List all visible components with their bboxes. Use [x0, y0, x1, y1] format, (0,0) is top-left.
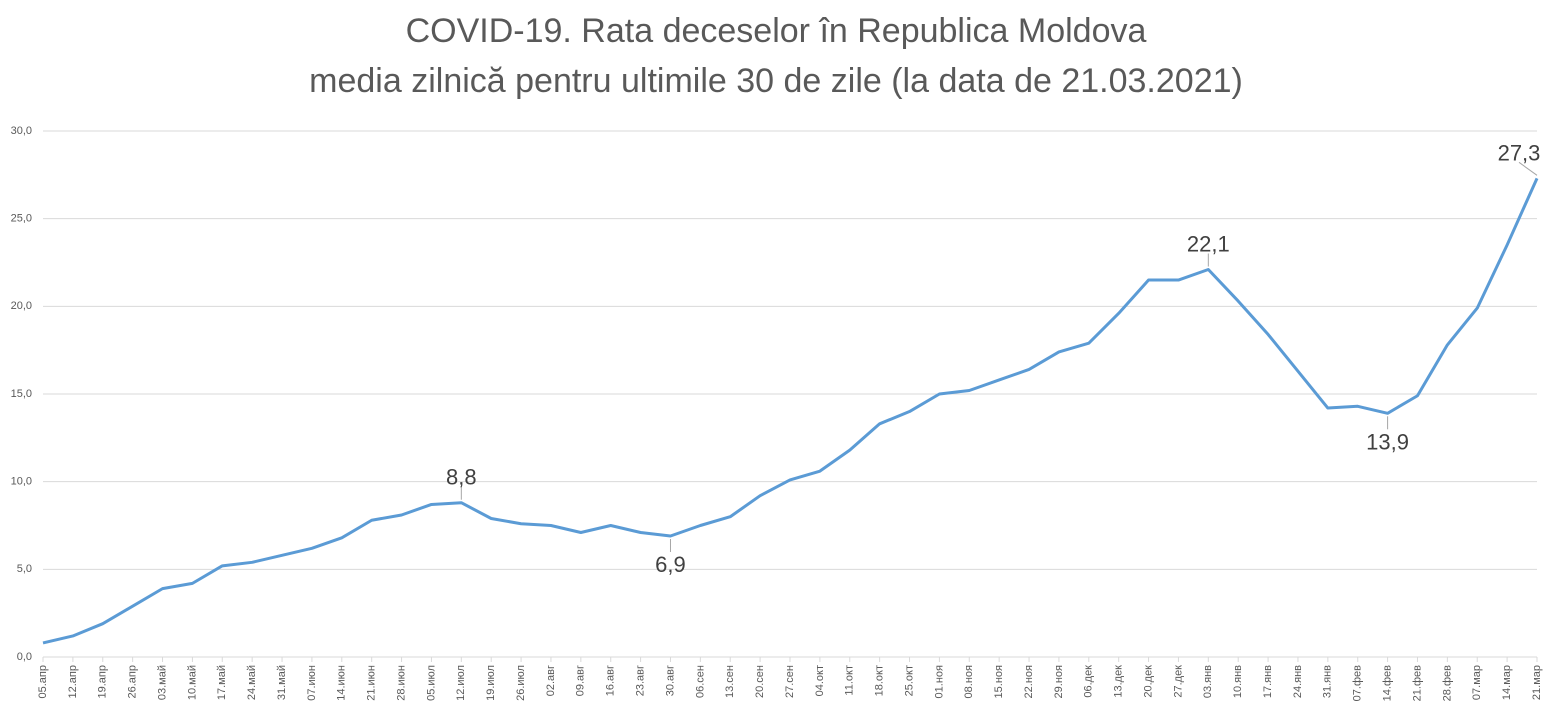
x-tick-label: 28.июн [395, 665, 407, 701]
x-tick-label: 25.окт [903, 665, 915, 696]
x-tick-label: 16.авг [605, 665, 617, 696]
x-tick-label: 26.апр [127, 665, 139, 698]
x-tick-label: 13.сен [724, 665, 736, 698]
x-tick-label: 13.дек [1113, 665, 1125, 698]
x-tick-label: 02.авг [545, 665, 557, 696]
data-label: 6,9 [655, 552, 686, 577]
x-tick-label: 24.май [246, 665, 258, 700]
x-tick-label: 03.янв [1202, 665, 1214, 698]
x-tick-label: 10.янв [1232, 665, 1244, 698]
x-tick-label: 03.май [156, 665, 168, 700]
y-tick-label: 15,0 [11, 388, 32, 400]
data-label: 27,3 [1498, 140, 1541, 165]
y-tick-label: 5,0 [17, 563, 32, 575]
x-tick-label: 12.апр [67, 665, 79, 698]
x-tick-label: 07.июн [306, 665, 318, 701]
x-tick-label: 20.сен [754, 665, 766, 698]
x-tick-label: 17.янв [1262, 665, 1274, 698]
x-tick-label: 06.дек [1083, 665, 1095, 698]
x-tick-label: 10.май [186, 665, 198, 700]
x-tick-label: 21.июн [366, 665, 378, 701]
y-tick-label: 10,0 [11, 476, 32, 488]
x-tick-label: 01.ноя [933, 665, 945, 698]
x-tick-label: 06.сен [694, 665, 706, 698]
x-tick-label: 11.окт [844, 665, 856, 696]
x-tick-label: 08.ноя [963, 665, 975, 698]
y-tick-label: 25,0 [11, 213, 32, 225]
x-tick-label: 12.июл [455, 665, 467, 701]
x-tick-label: 07.фев [1352, 665, 1364, 701]
x-tick-label: 14.фев [1382, 665, 1394, 701]
x-tick-label: 09.авг [575, 665, 587, 696]
x-tick-label: 05.июл [425, 665, 437, 701]
x-tick-label: 31.май [276, 665, 288, 700]
chart-title: COVID-19. Rata deceselor în Republica Mo… [406, 12, 1147, 50]
x-tick-label: 17.май [216, 665, 228, 700]
x-tick-label: 20.дек [1142, 665, 1154, 698]
y-tick-label: 30,0 [11, 125, 32, 137]
leader-line [1518, 161, 1538, 176]
line [42, 177, 1539, 645]
x-tick-label: 24.янв [1292, 665, 1304, 698]
x-tick-label: 28.фев [1441, 665, 1453, 701]
x-tick-label: 30.авг [664, 665, 676, 696]
x-tick-label: 21.мар [1531, 665, 1543, 700]
x-tick-label: 31.янв [1322, 665, 1334, 698]
x-tick-label: 18.окт [874, 665, 886, 696]
y-tick-label: 20,0 [11, 300, 32, 312]
x-tick-label: 26.июл [515, 665, 527, 701]
x-tick-label: 14.мар [1501, 665, 1513, 700]
x-tick-label: 29.ноя [1053, 665, 1065, 698]
x-tick-label: 15.ноя [993, 665, 1005, 698]
x-tick-label: 19.июл [485, 665, 497, 701]
x-tick-label: 22.ноя [1023, 665, 1035, 698]
x-tick-label: 21.фев [1411, 665, 1423, 701]
x-tick-label: 27.сен [784, 665, 796, 698]
x-tick-label: 14.июн [336, 665, 348, 701]
x-tick-label: 04.окт [814, 665, 826, 696]
x-tick-label: 07.мар [1471, 665, 1483, 700]
data-label: 8,8 [446, 465, 477, 490]
chart-subtitle: media zilnică pentru ultimile 30 de zile… [309, 62, 1243, 100]
data-label: 22,1 [1187, 232, 1230, 257]
x-tick-label: 19.апр [97, 665, 109, 698]
y-tick-label: 0,0 [17, 651, 32, 663]
x-tick-label: 23.авг [635, 665, 647, 696]
x-tick-label: 27.дек [1172, 665, 1184, 698]
data-label: 13,9 [1366, 429, 1409, 454]
x-tick-label: 05.апр [37, 665, 49, 698]
